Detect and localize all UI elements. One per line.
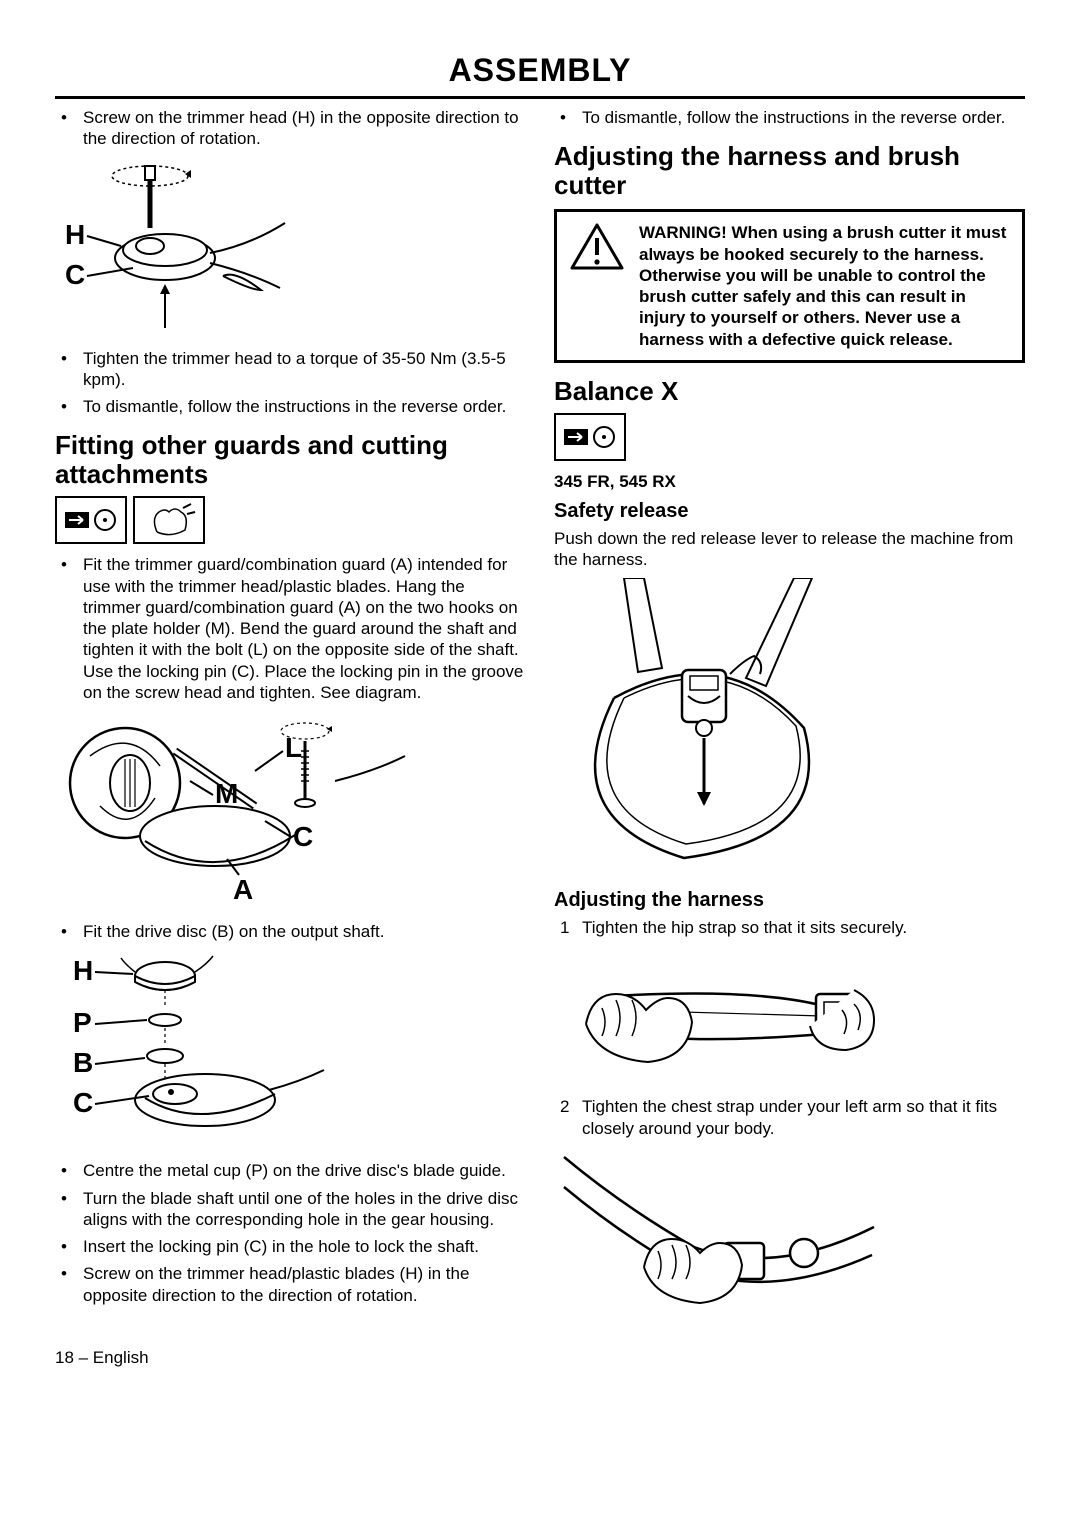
bullet-list: Tighten the trimmer head to a torque of … [55, 348, 526, 418]
list-item: Screw on the trimmer head (H) in the opp… [55, 107, 526, 150]
bullet-list: Centre the metal cup (P) on the drive di… [55, 1160, 526, 1306]
list-item: Screw on the trimmer head/plastic blades… [55, 1263, 526, 1306]
right-column: To dismantle, follow the instructions in… [554, 107, 1025, 1327]
bullet-list: Screw on the trimmer head (H) in the opp… [55, 107, 526, 150]
label-B: B [73, 1047, 93, 1078]
step-text: Tighten the chest strap under your left … [582, 1097, 997, 1137]
list-item: To dismantle, follow the instructions in… [55, 396, 526, 417]
list-item: Tighten the trimmer head to a torque of … [55, 348, 526, 391]
list-item: 1 Tighten the hip strap so that it sits … [554, 917, 1025, 938]
warning-triangle-icon [569, 222, 625, 277]
numbered-list: 2 Tighten the chest strap under your lef… [554, 1096, 1025, 1139]
adjusting-harness-heading: Adjusting the harness [554, 888, 1025, 913]
hip-strap-svg [554, 946, 894, 1086]
list-item: 2 Tighten the chest strap under your lef… [554, 1096, 1025, 1139]
safety-release-svg [554, 578, 884, 878]
list-item: To dismantle, follow the instructions in… [554, 107, 1025, 128]
list-item: Fit the trimmer guard/combination guard … [55, 554, 526, 703]
bullet-list: Fit the drive disc (B) on the output sha… [55, 921, 526, 942]
diagram-hip-strap [554, 946, 1025, 1086]
diagram-drive-disc: H P B C [55, 950, 526, 1150]
list-item: Centre the metal cup (P) on the drive di… [55, 1160, 526, 1181]
list-item: Insert the locking pin (C) in the hole t… [55, 1236, 526, 1257]
label-C: C [293, 821, 313, 852]
section-heading: Fitting other guards and cutting attachm… [55, 431, 526, 488]
trimmer-head-svg: H C [55, 158, 315, 338]
warning-text: WARNING! When using a brush cutter it mu… [639, 222, 1010, 350]
step-text: Tighten the hip strap so that it sits se… [582, 918, 907, 937]
step-number: 2 [560, 1096, 569, 1117]
list-item: Turn the blade shaft until one of the ho… [55, 1188, 526, 1231]
page-footer: 18 – English [55, 1347, 1025, 1368]
step-number: 1 [560, 917, 569, 938]
icon-row [55, 496, 526, 544]
label-H: H [73, 955, 93, 986]
two-column-layout: Screw on the trimmer head (H) in the opp… [55, 107, 1025, 1327]
arrow-dial-icon [554, 413, 626, 461]
page-title: ASSEMBLY [55, 50, 1025, 99]
diagram-safety-release [554, 578, 1025, 878]
label-A: A [233, 874, 253, 905]
safety-release-body: Push down the red release lever to relea… [554, 528, 1025, 571]
diagram-guard-assembly: L M C A [55, 711, 526, 911]
safety-release-heading: Safety release [554, 499, 1025, 524]
diagram-trimmer-head: H C [55, 158, 526, 338]
warning-box: WARNING! When using a brush cutter it mu… [554, 209, 1025, 363]
drive-disc-svg: H P B C [55, 950, 355, 1150]
label-M: M [215, 778, 238, 809]
balance-heading: Balance X [554, 375, 1025, 408]
bullet-list: Fit the trimmer guard/combination guard … [55, 554, 526, 703]
model-note: 345 FR, 545 RX [554, 471, 1025, 492]
chest-strap-svg [554, 1147, 894, 1317]
label-L: L [285, 732, 302, 763]
label-C: C [65, 259, 85, 290]
label-P: P [73, 1007, 92, 1038]
bullet-list: To dismantle, follow the instructions in… [554, 107, 1025, 128]
hand-icon [133, 496, 205, 544]
section-heading: Adjusting the harness and brush cutter [554, 142, 1025, 199]
label-C: C [73, 1087, 93, 1118]
numbered-list: 1 Tighten the hip strap so that it sits … [554, 917, 1025, 938]
list-item: Fit the drive disc (B) on the output sha… [55, 921, 526, 942]
label-H: H [65, 219, 85, 250]
arrow-dial-icon [55, 496, 127, 544]
left-column: Screw on the trimmer head (H) in the opp… [55, 107, 526, 1327]
guard-assembly-svg: L M C A [55, 711, 415, 911]
diagram-chest-strap [554, 1147, 1025, 1317]
